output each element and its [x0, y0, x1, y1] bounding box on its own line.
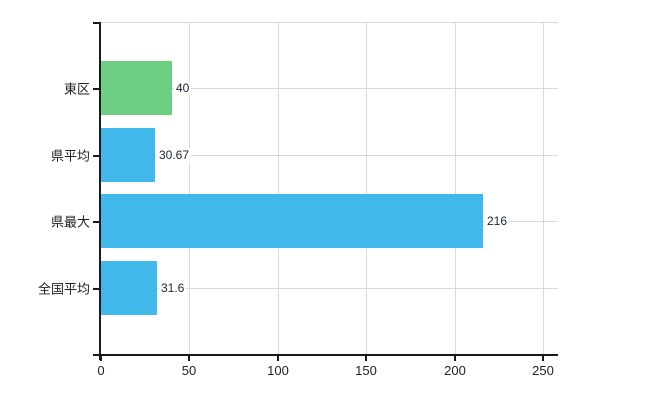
category-label-1: 県平均	[50, 148, 90, 164]
bar-0	[101, 61, 172, 115]
x-tick-label-50: 50	[181, 363, 197, 378]
h-gridline-0	[101, 88, 558, 89]
x-tick-label-100: 100	[267, 363, 289, 378]
category-tick-0	[93, 88, 101, 90]
v-gridline-150	[366, 22, 367, 354]
bar-1	[101, 128, 155, 182]
value-label-0: 40	[174, 81, 192, 95]
v-gridline-50	[189, 22, 190, 354]
x-tick-200	[454, 356, 456, 361]
category-tick-2	[93, 221, 101, 223]
x-axis-line	[93, 354, 558, 356]
y-axis-line	[99, 22, 101, 360]
x-tick-150	[365, 356, 367, 361]
h-gridline-3	[101, 288, 558, 289]
h-gridline-1	[101, 155, 558, 156]
x-tick-label-150: 150	[355, 363, 377, 378]
v-gridline-200	[455, 22, 456, 354]
value-label-3: 31.6	[159, 281, 187, 295]
y-axis-top-tick	[93, 22, 101, 24]
x-tick-label-0: 0	[97, 363, 105, 378]
grid-top-border	[101, 22, 558, 23]
x-tick-0	[100, 356, 102, 361]
x-tick-label-250: 250	[532, 363, 554, 378]
x-tick-100	[277, 356, 279, 361]
value-label-2: 216	[485, 214, 510, 228]
category-label-2: 県最大	[50, 214, 90, 230]
bar-2	[101, 194, 483, 248]
category-label-0: 東区	[63, 81, 90, 97]
bar-3	[101, 261, 157, 315]
category-tick-1	[93, 155, 101, 157]
x-tick-label-200: 200	[444, 363, 466, 378]
category-tick-3	[93, 288, 101, 290]
value-label-1: 30.67	[157, 148, 192, 162]
category-label-3: 全国平均	[37, 281, 90, 297]
v-gridline-250	[543, 22, 544, 354]
v-gridline-100	[278, 22, 279, 354]
x-tick-250	[542, 356, 544, 361]
x-tick-50	[188, 356, 190, 361]
